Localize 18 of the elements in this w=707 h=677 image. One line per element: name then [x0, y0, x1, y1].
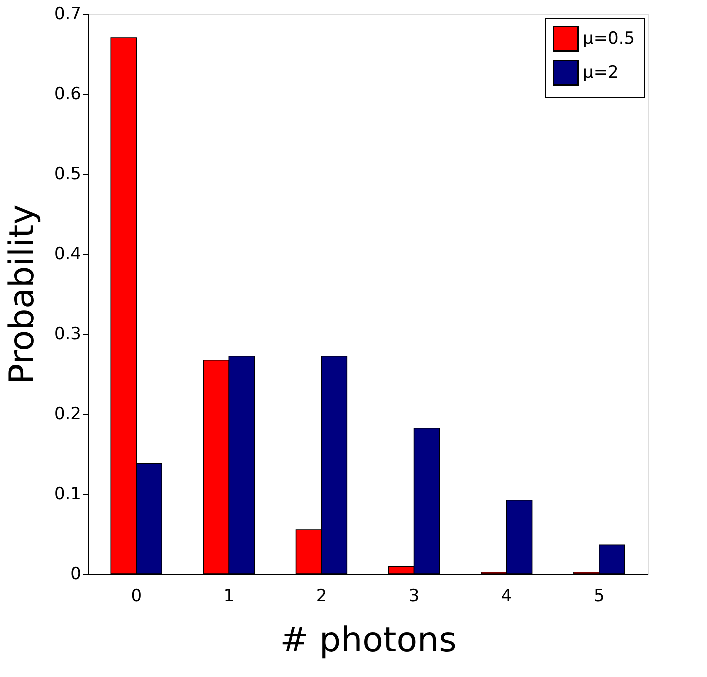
x-tick-label: 2 — [316, 586, 328, 606]
x-tick-label: 4 — [501, 586, 512, 606]
y-tick-label: 0.2 — [54, 404, 82, 424]
y-tick-label: 0.5 — [54, 164, 82, 184]
legend-label: μ=0.5 — [583, 29, 636, 49]
x-tick-label: 5 — [594, 586, 605, 606]
y-tick-label: 0.6 — [54, 84, 82, 104]
legend-label: μ=2 — [583, 63, 619, 83]
x-axis-title: # photons — [280, 620, 457, 660]
x-tick-label: 3 — [408, 586, 420, 606]
x-tick-label: 1 — [224, 586, 235, 606]
y-tick-label: 0.3 — [54, 324, 82, 344]
y-tick-label: 0.1 — [54, 484, 82, 504]
y-axis-title: Probability — [2, 204, 42, 384]
y-tick-label: 0 — [70, 564, 82, 584]
y-tick-label: 0.4 — [54, 244, 82, 264]
x-tick-label: 0 — [131, 586, 142, 606]
y-tick-label: 0.7 — [54, 4, 82, 24]
